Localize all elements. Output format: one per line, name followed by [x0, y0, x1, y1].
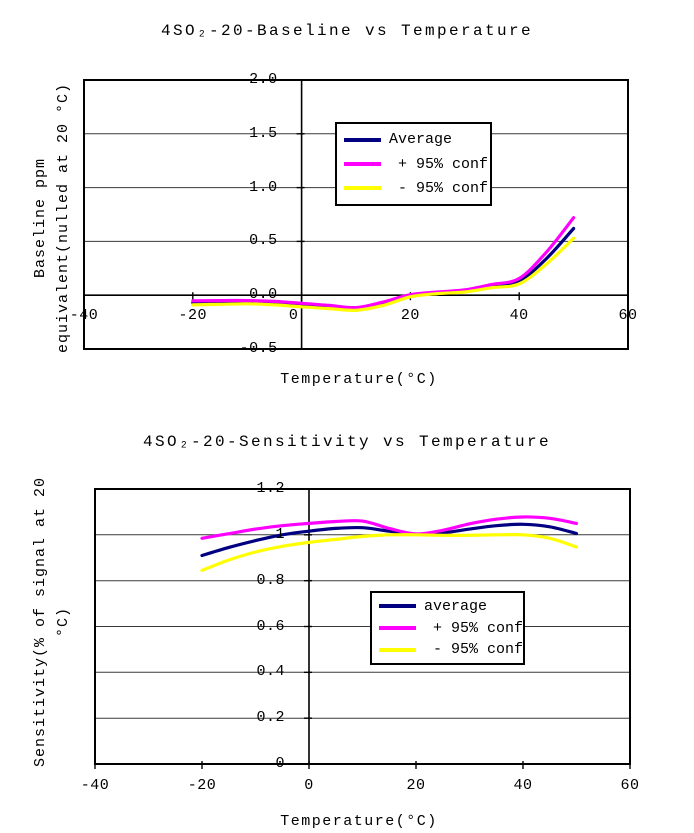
- y-tick-label: 1.5: [249, 124, 278, 142]
- legend: average + 95% conf - 95% conf: [370, 591, 525, 665]
- legend-line-swatch: [379, 604, 416, 609]
- series-line--95-conf: [191, 236, 576, 312]
- legend-line-swatch: [379, 647, 416, 652]
- x-tick-label: 60: [618, 307, 638, 325]
- y-tick-label: 0.6: [256, 617, 285, 635]
- x-tick-label: -40: [80, 777, 110, 794]
- y-tick-label: 2.0: [249, 71, 278, 88]
- y-tick-label: 0.2: [256, 709, 285, 727]
- x-tick-label: -20: [187, 777, 217, 794]
- x-tick-label: 60: [620, 777, 640, 794]
- y-tick-label: 0: [275, 755, 285, 772]
- legend-line-swatch: [344, 186, 381, 191]
- y-tick-label: 0.8: [256, 571, 285, 589]
- y-tick-label: -0.5: [239, 340, 278, 357]
- plot-border: [83, 79, 629, 350]
- series-line--95-conf: [191, 216, 576, 310]
- x-tick-label: 20: [400, 307, 420, 325]
- legend-label: Average: [389, 131, 453, 149]
- legend-label: - 95% conf: [433, 641, 524, 659]
- legend-line-swatch: [344, 137, 381, 142]
- x-tick-label: 40: [513, 777, 533, 794]
- x-tick-label: 20: [406, 777, 426, 794]
- legend-line-swatch: [344, 162, 381, 166]
- axis-ticks: [83, 79, 629, 350]
- legend-item-minus95: - 95% conf: [337, 180, 490, 197]
- legend-label: - 95% conf: [398, 179, 489, 197]
- chart-title: 4SO₂-20-Baseline vs Temperature: [160, 22, 534, 40]
- series-line-average: [200, 522, 579, 558]
- series-line--95-conf: [200, 532, 579, 572]
- series-line--95-conf: [200, 515, 579, 540]
- x-axis-title: Temperature(°C): [280, 813, 438, 830]
- y-tick-label: 0.5: [249, 232, 278, 250]
- legend-label: + 95% conf: [398, 155, 489, 173]
- baseline-chart: 4SO₂-20-Baseline vs Temperature Baseline…: [0, 0, 694, 415]
- legend-item-plus95: + 95% conf: [372, 620, 523, 637]
- x-tick-label: 0: [288, 307, 299, 325]
- legend-label: + 95% conf: [433, 619, 524, 637]
- y-tick-label: 0.0: [249, 286, 278, 304]
- sensitivity-chart: 4SO₂-20-Sensitivity vs Temperature Sensi…: [0, 415, 694, 833]
- plot-area: [94, 488, 631, 769]
- x-tick-label: -20: [178, 307, 208, 325]
- x-tick-label: -40: [69, 307, 99, 325]
- y-tick-label: 0.4: [256, 663, 285, 681]
- axis-ticks: [94, 488, 631, 769]
- legend-item-minus95: - 95% conf: [372, 641, 523, 658]
- legend-item-average: Average: [337, 131, 490, 148]
- legend-item-plus95: + 95% conf: [337, 156, 490, 173]
- legend-label: average: [424, 597, 488, 615]
- chart-title: 4SO₂-20-Sensitivity vs Temperature: [142, 433, 552, 451]
- gridlines: [95, 488, 630, 765]
- legend: Average + 95% conf - 95% conf: [335, 122, 492, 206]
- y-tick-label: 1.2: [256, 480, 285, 497]
- x-axis-title: Temperature(°C): [280, 371, 438, 388]
- y-tick-label: 1.0: [249, 178, 278, 196]
- y-tick-label: 1: [275, 525, 285, 543]
- legend-item-average: average: [372, 598, 523, 615]
- legend-line-swatch: [379, 626, 416, 630]
- plot-area: [83, 79, 629, 350]
- x-tick-label: 40: [509, 307, 529, 325]
- x-tick-label: 0: [304, 777, 314, 794]
